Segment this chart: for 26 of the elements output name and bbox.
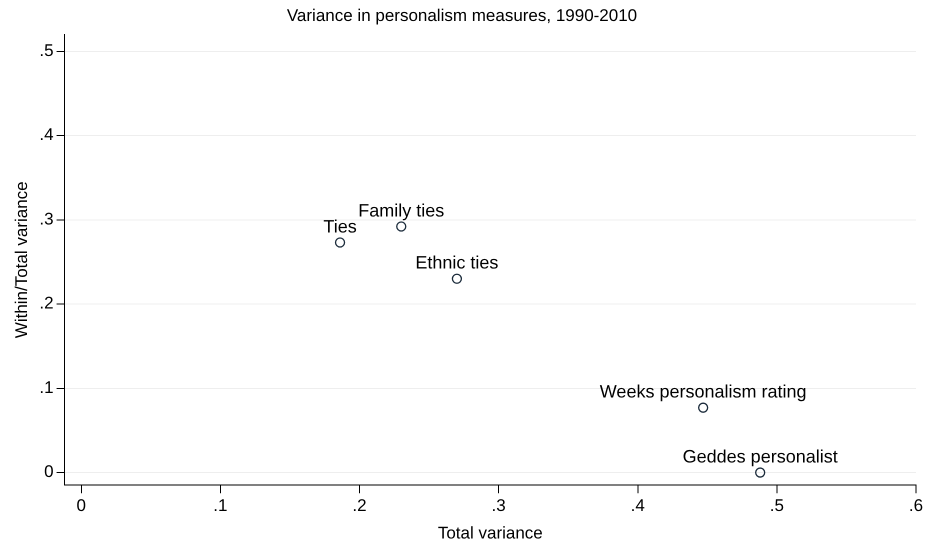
y-tick-label: .5: [39, 40, 54, 60]
point: [396, 221, 406, 232]
y-axis-title: Within/Total variance: [12, 181, 31, 338]
point: [334, 237, 346, 248]
annotation: Ties: [323, 216, 357, 236]
x-tick-label: 0: [76, 496, 86, 516]
x-axis-title: Total variance: [438, 523, 543, 542]
x-tick-label: .3: [492, 496, 506, 516]
chart-title: Variance in personalism measures, 1990-2010: [286, 6, 638, 25]
y-tick-label: .3: [39, 209, 54, 228]
x-tick-label: .1: [213, 496, 228, 516]
y-tick-label: .1: [39, 378, 54, 397]
annotation: Weeks personalism rating: [600, 382, 807, 402]
point: [755, 467, 766, 478]
x-tick-label: .6: [908, 496, 924, 516]
y-tick-label: 0: [44, 462, 54, 482]
point: [698, 402, 708, 413]
point: [452, 274, 462, 284]
x-tick-label: .4: [630, 496, 645, 516]
x-tick-label: .5: [770, 496, 784, 516]
annotation: Family ties: [358, 200, 444, 220]
annotation: Ethnic ties: [415, 252, 498, 273]
x-tick-label: .2: [352, 496, 367, 516]
annotation: Geddes personalist: [682, 446, 838, 467]
y-tick-label: .2: [39, 294, 54, 313]
y-tick-label: .4: [39, 125, 54, 144]
